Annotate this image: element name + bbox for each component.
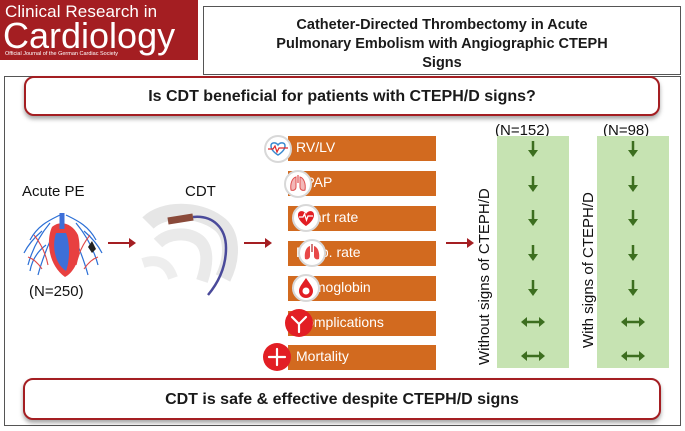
logo-line-3: Official Journal of the German Cardiac S… (5, 51, 119, 57)
down-arrow-icon (528, 245, 538, 261)
down-arrow-icon (528, 280, 538, 296)
title-line-3: Signs (422, 55, 462, 71)
title-line-2: Pulmonary Embolism with Angiographic CTE… (276, 36, 608, 52)
lungs-icon (284, 170, 312, 198)
group-n-with: (N=98) (603, 122, 650, 139)
conclusion-banner: CDT is safe & effective despite CTEPH/D … (23, 378, 661, 420)
down-arrow-icon (528, 141, 538, 157)
question-banner: Is CDT beneficial for patients with CTEP… (24, 76, 660, 116)
arrow-outcomes-to-groups (446, 238, 474, 248)
cross-icon (263, 343, 291, 371)
blood-drop-icon (292, 274, 320, 302)
journal-logo: Clinical Research in Cardiology Official… (0, 0, 198, 60)
arrow-pe-to-cdt (108, 238, 136, 248)
outcome-label: RV/LV (296, 139, 336, 155)
down-arrow-icon (528, 176, 538, 192)
title-box: Catheter-Directed Thrombectomy in Acute … (203, 6, 681, 75)
logo-line-1: Clinical Research in (5, 2, 158, 21)
catheter-illustration (141, 203, 238, 296)
down-arrow-icon (528, 210, 538, 226)
group-n-without: (N=152) (495, 122, 550, 139)
outcome-bar-mortality: Mortality (288, 345, 436, 370)
no-change-arrow-icon (521, 317, 545, 327)
outcome-label: Mortality (296, 348, 349, 364)
no-change-arrow-icon (621, 351, 645, 361)
down-arrow-icon (628, 210, 638, 226)
heart-rate-icon (292, 204, 320, 232)
down-arrow-icon (628, 176, 638, 192)
down-arrow-icon (628, 141, 638, 157)
lungs-respiration-icon (298, 239, 326, 267)
lungs-heart-illustration (23, 213, 103, 277)
outcome-bar-rv-lv: RV/LV (288, 136, 436, 161)
logo-line-2: Cardiology (3, 15, 176, 56)
cdt-label: CDT (185, 183, 216, 200)
arrow-cdt-to-outcomes (244, 238, 272, 248)
no-change-arrow-icon (521, 351, 545, 361)
heart-monitor-icon (264, 135, 292, 163)
down-arrow-icon (628, 280, 638, 296)
complications-icon (285, 309, 313, 337)
no-change-arrow-icon (621, 317, 645, 327)
outcome-label: Complications (296, 314, 384, 330)
acute-pe-n: (N=250) (29, 283, 84, 300)
title-line-1: Catheter-Directed Thrombectomy in Acute (296, 17, 588, 33)
acute-pe-label: Acute PE (22, 183, 85, 200)
down-arrow-icon (628, 245, 638, 261)
page-title: Catheter-Directed Thrombectomy in Acute … (204, 16, 680, 73)
outcome-bar-spap: SPAP (288, 171, 436, 196)
